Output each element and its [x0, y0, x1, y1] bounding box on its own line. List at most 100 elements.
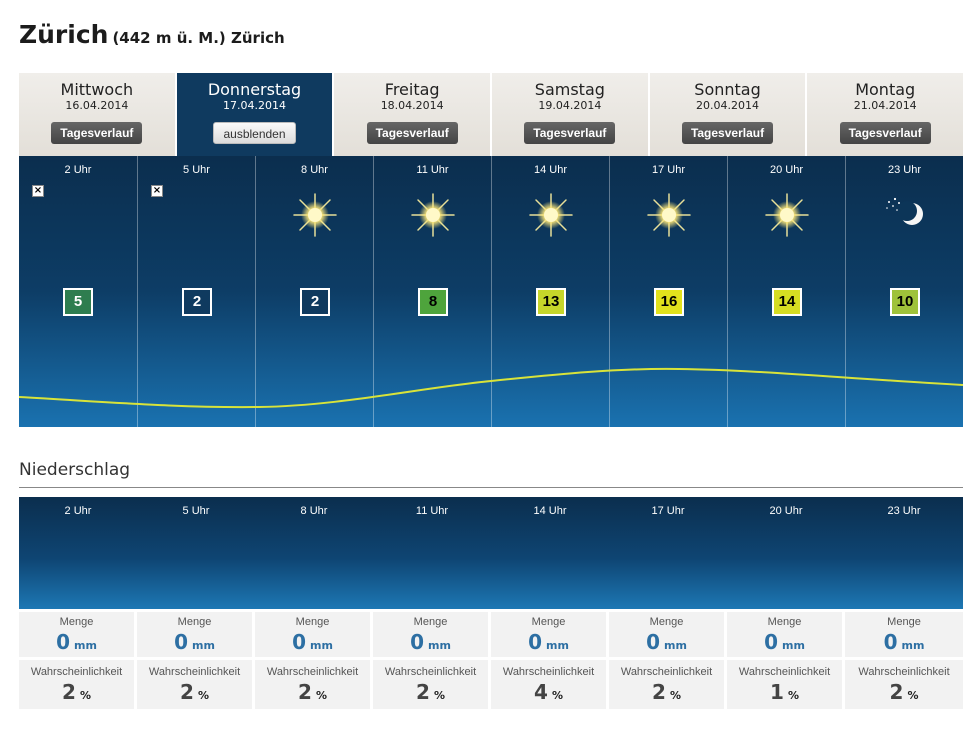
probability-label: Wahrscheinlichkeit: [266, 666, 359, 678]
hour-column: 2 Uhr: [19, 497, 137, 609]
moon-stars-icon: [886, 197, 923, 225]
hour-column: 5 Uhr: [137, 497, 255, 609]
sun-icon: [647, 193, 691, 237]
tab-date: 19.04.2014: [538, 99, 602, 112]
hour-column: 8 Uhr 2: [255, 156, 373, 427]
amount-value: 0: [410, 630, 424, 654]
stats-column: Menge 0 mm Wahrscheinlichkeit 2%: [255, 612, 373, 709]
tab-day-4[interactable]: Sonntag 20.04.2014 Tagesverlauf: [649, 73, 808, 156]
amount-label: Menge: [59, 616, 94, 628]
amount-label: Menge: [413, 616, 448, 628]
hour-label: 2 Uhr: [64, 505, 92, 517]
tab-day-name: Sonntag: [694, 80, 761, 99]
amount-unit: mm: [309, 639, 333, 652]
tab-day-5[interactable]: Montag 21.04.2014 Tagesverlauf: [807, 73, 964, 156]
amount-value: 0: [764, 630, 778, 654]
day-tabs: Mittwoch 16.04.2014 Tagesverlauf Donners…: [19, 73, 964, 156]
stats-column: Menge 0 mm Wahrscheinlichkeit 4%: [491, 612, 609, 709]
hour-label: 17 Uhr: [651, 164, 686, 176]
tagesverlauf-button[interactable]: Tagesverlauf: [366, 122, 458, 144]
tab-day-3[interactable]: Samstag 19.04.2014 Tagesverlauf: [492, 73, 650, 156]
probability-cell: Wahrscheinlichkeit 4%: [491, 660, 606, 709]
probability-value: 2: [889, 680, 904, 704]
amount-unit: mm: [781, 639, 805, 652]
probability-label: Wahrscheinlichkeit: [502, 666, 595, 678]
tab-date: 17.04.2014: [223, 99, 286, 112]
hour-column: 11 Uhr: [373, 497, 491, 609]
hour-label: 5 Uhr: [183, 164, 210, 176]
tab-day-name: Freitag: [384, 80, 440, 99]
precipitation-stats: Menge 0 mm Wahrscheinlichkeit 2% Menge 0 mm W…: [19, 612, 963, 709]
temperature-curve: [19, 367, 963, 409]
tab-date: 16.04.2014: [65, 99, 129, 112]
temperature-badge: 8: [418, 288, 448, 316]
tagesverlauf-button[interactable]: Tagesverlauf: [51, 122, 143, 144]
hour-label: 11 Uhr: [415, 505, 449, 517]
stats-column: Menge 0 mm Wahrscheinlichkeit 2%: [373, 612, 491, 709]
probability-label: Wahrscheinlichkeit: [30, 666, 123, 678]
probability-value: 2: [298, 680, 312, 704]
hour-label: 11 Uhr: [416, 164, 449, 176]
probability-cell: Wahrscheinlichkeit 1%: [727, 660, 842, 709]
temperature-badge: 14: [772, 288, 802, 316]
probability-cell: Wahrscheinlichkeit 2%: [255, 660, 370, 709]
tab-date: 21.04.2014: [853, 99, 917, 112]
tab-day-0[interactable]: Mittwoch 16.04.2014 Tagesverlauf: [19, 73, 177, 156]
probability-label: Wahrscheinlichkeit: [384, 666, 477, 678]
probability-unit: %: [197, 689, 209, 702]
amount-value: 0: [528, 630, 542, 654]
hour-column: 14 Uhr 13: [491, 156, 609, 427]
temperature-badge: 10: [890, 288, 920, 316]
hour-column: 8 Uhr: [255, 497, 373, 609]
probability-value: 2: [62, 680, 76, 704]
tab-date: 18.04.2014: [380, 99, 444, 112]
hour-column: 2 Uhr × 5: [19, 156, 137, 427]
probability-unit: %: [433, 689, 445, 702]
tab-day-1[interactable]: Donnerstag 17.04.2014 ausblenden: [176, 73, 335, 156]
amount-label: Menge: [531, 616, 566, 628]
hour-label: 8 Uhr: [300, 505, 328, 517]
hour-label: 5 Uhr: [182, 505, 210, 517]
broken-image-icon: ×: [151, 185, 163, 197]
stats-column: Menge 0 mm Wahrscheinlichkeit 2%: [19, 612, 137, 709]
hour-label: 20 Uhr: [769, 505, 803, 517]
hour-label: 23 Uhr: [887, 164, 922, 176]
stats-column: Menge 0 mm Wahrscheinlichkeit 2%: [609, 612, 727, 709]
probability-label: Wahrscheinlichkeit: [858, 666, 950, 678]
hour-column: 14 Uhr: [491, 497, 609, 609]
hour-column: 17 Uhr: [609, 497, 727, 609]
amount-cell: Menge 0 mm: [727, 612, 842, 657]
temperature-badge: 13: [536, 288, 566, 316]
hour-column: 5 Uhr × 2: [137, 156, 255, 427]
probability-unit: %: [669, 689, 681, 702]
city-subtitle: (442 m ü. M.) Zürich: [112, 29, 285, 47]
probability-unit: %: [787, 689, 799, 702]
sun-icon: [765, 193, 809, 237]
amount-unit: mm: [663, 639, 687, 652]
tagesverlauf-button[interactable]: Tagesverlauf: [839, 122, 931, 144]
tab-day-name: Mittwoch: [60, 80, 134, 99]
probability-value: 2: [416, 680, 430, 704]
hour-column: 20 Uhr: [727, 497, 845, 609]
amount-value: 0: [883, 630, 898, 654]
hour-label: 14 Uhr: [533, 164, 568, 176]
probability-cell: Wahrscheinlichkeit 2%: [373, 660, 488, 709]
tab-date: 20.04.2014: [696, 99, 760, 112]
amount-label: Menge: [887, 616, 921, 628]
tab-day-2[interactable]: Freitag 18.04.2014 Tagesverlauf: [334, 73, 493, 156]
probability-cell: Wahrscheinlichkeit 2%: [609, 660, 724, 709]
probability-cell: Wahrscheinlichkeit 2%: [137, 660, 252, 709]
probability-value: 1: [770, 680, 784, 704]
tagesverlauf-button[interactable]: Tagesverlauf: [681, 122, 774, 144]
probability-cell: Wahrscheinlichkeit 2%: [19, 660, 134, 709]
ausblenden-button[interactable]: ausblenden: [213, 122, 296, 144]
amount-cell: Menge 0 mm: [255, 612, 370, 657]
temperature-badge: 2: [182, 288, 212, 316]
amount-value: 0: [174, 630, 188, 654]
probability-label: Wahrscheinlichkeit: [148, 666, 241, 678]
probability-value: 2: [652, 680, 666, 704]
hour-label: 17 Uhr: [651, 505, 685, 517]
hour-label: 2 Uhr: [64, 164, 92, 176]
tagesverlauf-button[interactable]: Tagesverlauf: [524, 122, 616, 144]
tab-day-name: Donnerstag: [207, 80, 302, 99]
